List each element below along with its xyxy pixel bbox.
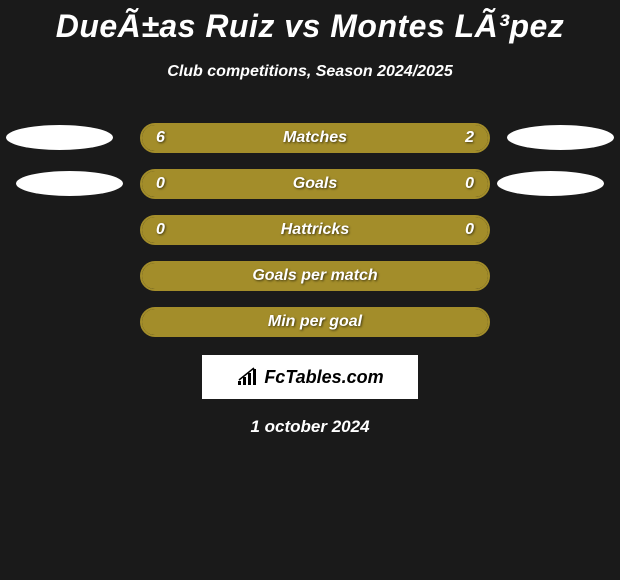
stat-row-matches: 6 Matches 2 [0, 123, 620, 153]
stat-bar: Min per goal [140, 307, 490, 337]
player-left-marker [16, 171, 123, 196]
player-right-marker [497, 171, 604, 196]
stat-value-right: 0 [465, 175, 474, 193]
stat-row-goals: 0 Goals 0 [0, 169, 620, 199]
player-left-marker [6, 125, 113, 150]
stat-bar: 0 Hattricks 0 [140, 215, 490, 245]
brand-badge[interactable]: FcTables.com [202, 355, 418, 399]
stat-label: Matches [142, 129, 488, 147]
stat-bar: 6 Matches 2 [140, 123, 490, 153]
subtitle: Club competitions, Season 2024/2025 [167, 63, 452, 81]
stat-value-right: 0 [465, 221, 474, 239]
brand-text: FcTables.com [264, 367, 383, 388]
stat-bar: Goals per match [140, 261, 490, 291]
player-right-marker [507, 125, 614, 150]
stat-value-right: 2 [465, 129, 474, 147]
stat-bar: 0 Goals 0 [140, 169, 490, 199]
stat-row-gpm: Goals per match [0, 261, 620, 291]
stat-row-hattricks: 0 Hattricks 0 [0, 215, 620, 245]
stat-label: Goals [142, 175, 488, 193]
stat-label: Min per goal [142, 313, 488, 331]
stat-label: Hattricks [142, 221, 488, 239]
chart-icon [236, 367, 260, 387]
comparison-widget: DueÃ±as Ruiz vs Montes LÃ³pez Club compe… [0, 0, 620, 437]
page-title: DueÃ±as Ruiz vs Montes LÃ³pez [56, 8, 565, 45]
stat-label: Goals per match [142, 267, 488, 285]
stat-row-mpg: Min per goal [0, 307, 620, 337]
stat-rows: 6 Matches 2 0 Goals 0 0 Hattricks 0 [0, 123, 620, 337]
date-label: 1 october 2024 [250, 417, 369, 437]
